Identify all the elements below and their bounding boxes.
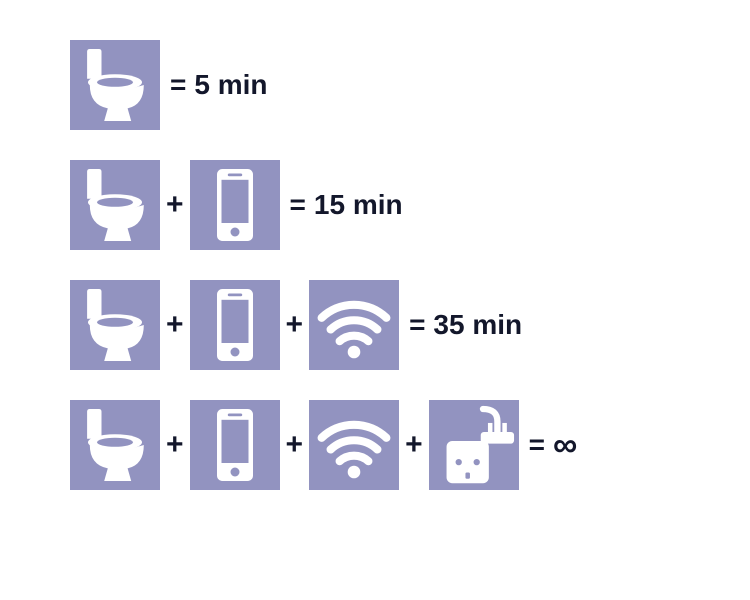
row-3: + + = 35 min	[70, 280, 680, 370]
toilet-icon	[70, 160, 160, 250]
wifi-icon	[309, 400, 399, 490]
plus-sign: +	[286, 308, 304, 342]
row-1: = 5 min	[70, 40, 680, 130]
equals-sign: =	[170, 69, 186, 101]
plus-sign: +	[405, 428, 423, 462]
duration-label: ∞	[553, 426, 577, 465]
plus-sign: +	[166, 188, 184, 222]
equals-sign: =	[409, 309, 425, 341]
duration-label: 35 min	[433, 309, 522, 341]
phone-icon	[190, 160, 280, 250]
duration-label: 5 min	[194, 69, 267, 101]
row-2: + = 15 min	[70, 160, 680, 250]
toilet-icon	[70, 280, 160, 370]
toilet-icon	[70, 40, 160, 130]
phone-icon	[190, 280, 280, 370]
phone-icon	[190, 400, 280, 490]
outlet-icon	[429, 400, 519, 490]
toilet-icon	[70, 400, 160, 490]
row-4: + + +	[70, 400, 680, 490]
equals-sign: =	[290, 189, 306, 221]
duration-label: 15 min	[314, 189, 403, 221]
equals-sign: =	[529, 429, 545, 461]
plus-sign: +	[286, 428, 304, 462]
wifi-icon	[309, 280, 399, 370]
plus-sign: +	[166, 428, 184, 462]
plus-sign: +	[166, 308, 184, 342]
